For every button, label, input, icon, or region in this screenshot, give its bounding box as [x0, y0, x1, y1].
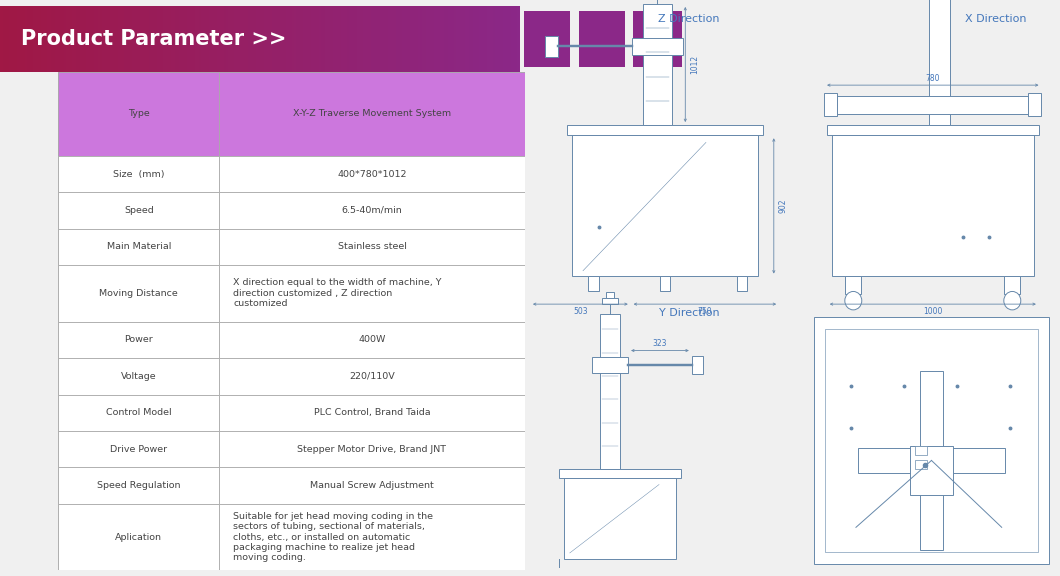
Bar	[58, 192, 219, 229]
Bar	[58, 72, 219, 156]
Text: 750: 750	[697, 306, 712, 316]
Bar	[814, 317, 1049, 564]
Circle shape	[845, 291, 862, 310]
Text: Stainless steel: Stainless steel	[337, 242, 406, 251]
Text: Type: Type	[128, 109, 149, 119]
Bar	[58, 265, 219, 322]
Bar	[545, 36, 559, 56]
Text: Main Material: Main Material	[107, 242, 171, 251]
Text: 1012: 1012	[690, 55, 700, 74]
Bar	[219, 156, 525, 192]
Bar	[219, 358, 525, 395]
Bar	[692, 356, 704, 374]
Bar	[911, 446, 953, 495]
Bar	[600, 314, 620, 469]
Bar	[915, 446, 928, 454]
Bar	[632, 37, 683, 55]
Bar	[219, 395, 525, 431]
Bar	[737, 276, 747, 291]
Bar	[58, 504, 219, 570]
Bar	[572, 135, 758, 276]
Text: PLC Control, Brand Taida: PLC Control, Brand Taida	[314, 408, 430, 417]
Text: Control Model: Control Model	[106, 408, 172, 417]
Text: 323: 323	[653, 339, 667, 348]
Bar	[606, 292, 614, 298]
Bar	[1004, 276, 1020, 294]
Bar	[565, 478, 676, 559]
Bar	[58, 395, 219, 431]
Bar	[219, 467, 525, 504]
Bar	[219, 72, 525, 156]
Bar	[859, 448, 1005, 472]
Bar	[219, 431, 525, 467]
Bar	[219, 192, 525, 229]
Bar	[219, 322, 525, 358]
Bar	[58, 229, 219, 265]
Text: Aplication: Aplication	[116, 532, 162, 541]
Bar	[825, 93, 837, 116]
Bar	[567, 125, 763, 135]
Text: 780: 780	[925, 74, 940, 83]
Bar	[826, 329, 1038, 552]
Text: 220/110V: 220/110V	[349, 372, 394, 381]
Bar	[58, 467, 219, 504]
Text: X Direction: X Direction	[965, 14, 1026, 24]
Bar	[642, 4, 672, 125]
Bar	[660, 11, 683, 67]
Bar	[560, 469, 681, 478]
Text: Speed: Speed	[124, 206, 154, 215]
Bar	[588, 276, 599, 291]
Bar	[58, 322, 219, 358]
Bar	[602, 298, 618, 304]
Text: 1000: 1000	[923, 306, 942, 316]
Text: Suitable for jet head moving coding in the
sectors of tubing, sectional of mater: Suitable for jet head moving coding in t…	[233, 511, 434, 562]
Text: X direction equal to the width of machine, Y
direction customized , Z direction
: X direction equal to the width of machin…	[233, 278, 442, 308]
Bar	[579, 11, 624, 67]
Bar	[827, 125, 1039, 135]
Bar	[837, 96, 1028, 114]
Bar	[832, 135, 1034, 276]
Bar	[219, 504, 525, 570]
Bar	[929, 0, 950, 125]
Text: Speed Regulation: Speed Regulation	[98, 481, 180, 490]
Bar	[58, 431, 219, 467]
Circle shape	[1004, 291, 1021, 310]
Text: 400*780*1012: 400*780*1012	[337, 169, 407, 179]
Bar	[593, 357, 629, 373]
Text: Y Direction: Y Direction	[658, 308, 720, 318]
Text: 503: 503	[573, 306, 587, 316]
Bar	[845, 276, 861, 294]
Text: 400W: 400W	[358, 335, 386, 344]
Text: Moving Distance: Moving Distance	[100, 289, 178, 298]
Text: X-Y-Z Traverse Movement System: X-Y-Z Traverse Movement System	[293, 109, 450, 119]
Text: 902: 902	[779, 199, 788, 213]
Bar	[219, 229, 525, 265]
Bar	[525, 11, 570, 67]
Bar	[219, 265, 525, 322]
Text: Size  (mm): Size (mm)	[113, 169, 164, 179]
Text: 6.5-40m/min: 6.5-40m/min	[341, 206, 403, 215]
Text: Z Direction: Z Direction	[658, 14, 720, 24]
Bar	[659, 276, 671, 291]
Bar	[920, 372, 942, 550]
Bar	[58, 156, 219, 192]
Text: Drive Power: Drive Power	[110, 445, 167, 454]
Bar	[915, 460, 928, 469]
Bar	[58, 358, 219, 395]
Text: Power: Power	[124, 335, 153, 344]
Bar	[1028, 93, 1041, 116]
Text: Stepper Motor Drive, Brand JNT: Stepper Motor Drive, Brand JNT	[298, 445, 446, 454]
Text: Manual Screw Adjustment: Manual Screw Adjustment	[311, 481, 434, 490]
Bar	[633, 11, 655, 67]
Text: Voltage: Voltage	[121, 372, 157, 381]
Text: Product Parameter >>: Product Parameter >>	[21, 29, 286, 49]
